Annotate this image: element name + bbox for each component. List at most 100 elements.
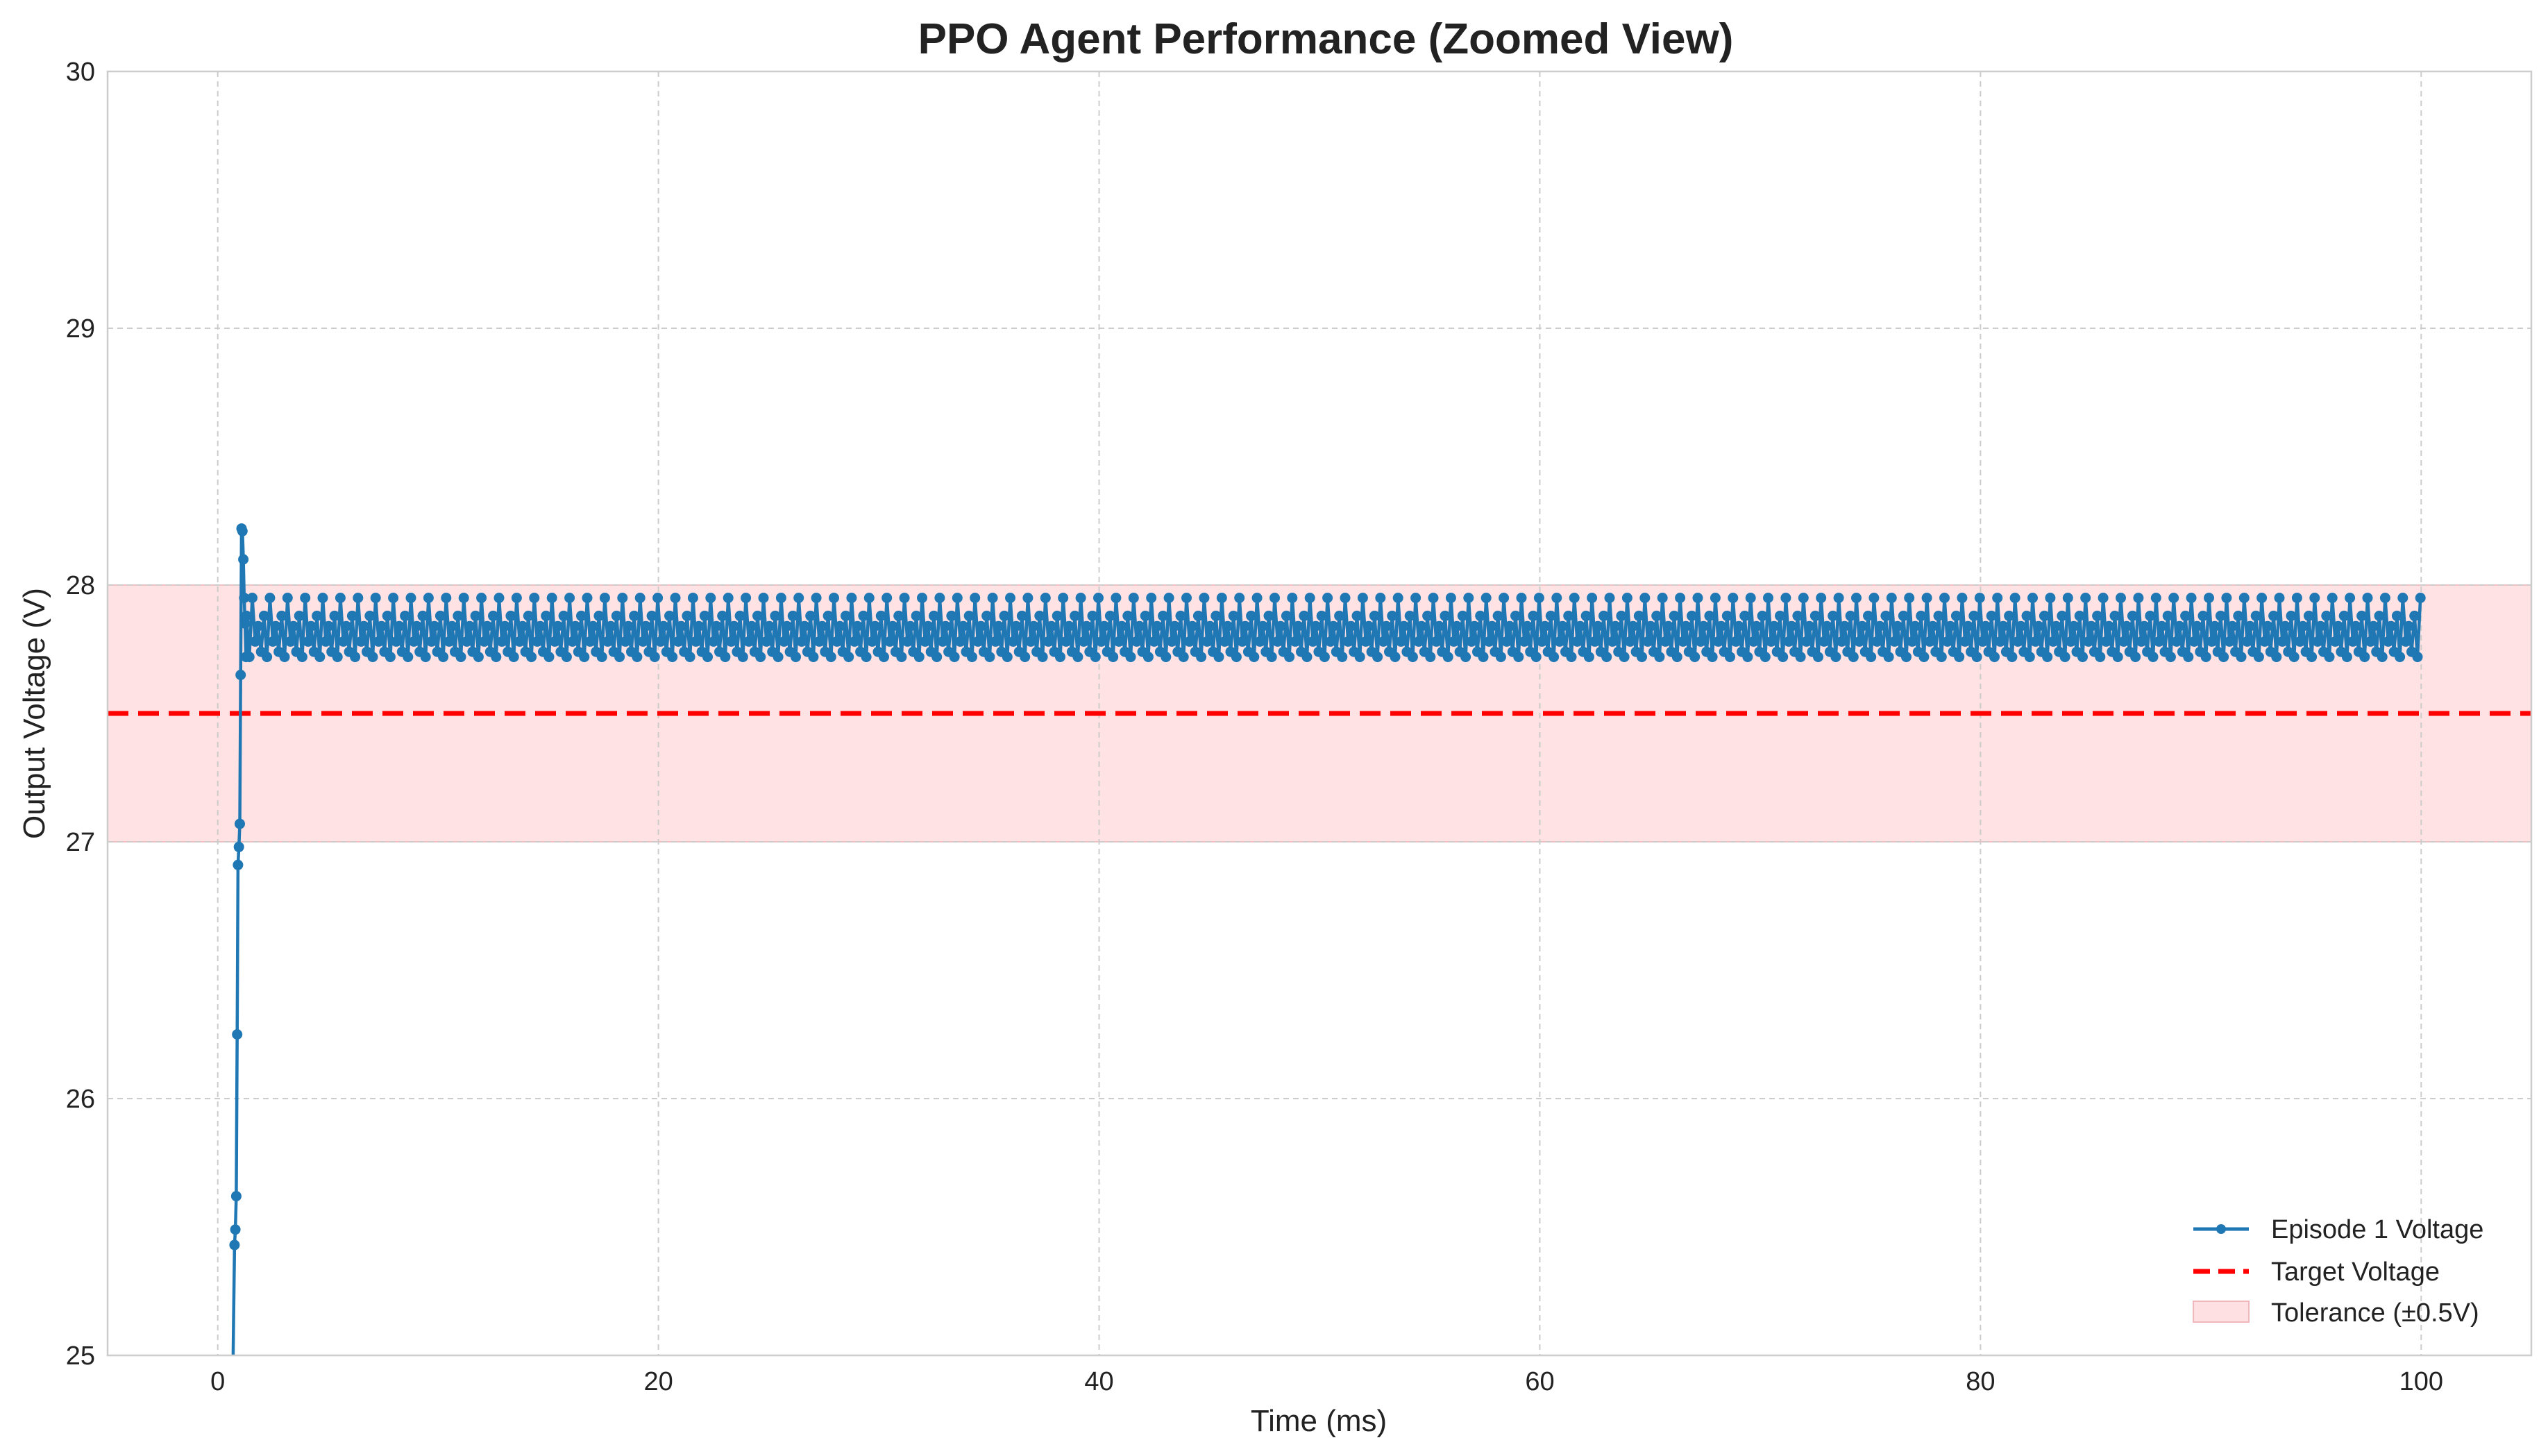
voltage-point [2356, 610, 2368, 621]
voltage-point [1549, 652, 1560, 663]
y-tick-label: 26 [66, 1085, 95, 1114]
voltage-point [1070, 610, 1081, 621]
voltage-point [2171, 636, 2182, 647]
voltage-point [725, 636, 736, 647]
voltage-point [734, 610, 745, 621]
voltage-point [262, 652, 273, 663]
voltage-point [843, 652, 854, 663]
voltage-point [687, 593, 698, 603]
voltage-point [2330, 636, 2340, 647]
voltage-point [1037, 652, 1048, 663]
voltage-point [2374, 610, 2385, 621]
voltage-point [2324, 652, 2335, 663]
voltage-point [1704, 610, 1715, 621]
voltage-point [884, 636, 895, 647]
voltage-point [564, 593, 575, 603]
voltage-point [2312, 636, 2323, 647]
voltage-point [970, 593, 981, 603]
voltage-point [1513, 652, 1524, 663]
voltage-point [341, 620, 352, 632]
voltage-point [1554, 636, 1565, 647]
voltage-point [1246, 610, 1257, 621]
voltage-point [1310, 620, 1322, 632]
voltage-point [955, 636, 965, 647]
voltage-point [2136, 636, 2147, 647]
voltage-point [1628, 620, 1639, 632]
x-tick-label: 100 [2399, 1367, 2443, 1396]
voltage-point [1404, 610, 1415, 621]
voltage-point [2148, 652, 2159, 663]
voltage-point [1918, 652, 1930, 663]
voltage-point [296, 652, 307, 663]
voltage-point [2204, 593, 2214, 603]
voltage-point [1175, 610, 1186, 621]
voltage-point [237, 525, 248, 536]
voltage-point [946, 610, 957, 621]
voltage-point [1442, 652, 1453, 663]
voltage-point [2004, 610, 2015, 621]
voltage-point [1178, 652, 1189, 663]
voltage-point [1851, 593, 1862, 603]
voltage-point [1633, 610, 1644, 621]
voltage-point [2253, 652, 2264, 663]
voltage-point [1325, 636, 1336, 647]
x-tick-label: 40 [1084, 1367, 1113, 1396]
voltage-point [2200, 652, 2211, 663]
voltage-point [1575, 620, 1586, 632]
voltage-point [1392, 593, 1403, 603]
voltage-point [1181, 593, 1192, 603]
voltage-point [2400, 636, 2411, 647]
voltage-point [1058, 593, 1069, 603]
voltage-point [1980, 620, 1991, 632]
voltage-point [913, 652, 925, 663]
voltage-point [488, 610, 498, 621]
voltage-point [233, 859, 244, 870]
voltage-point [2092, 610, 2103, 621]
voltage-point [1863, 610, 1873, 621]
voltage-point [1099, 620, 1110, 632]
voltage-point [1022, 593, 1033, 603]
voltage-point [1977, 636, 1988, 647]
voltage-point [2259, 636, 2270, 647]
voltage-point [1234, 593, 1245, 603]
voltage-point [1351, 610, 1362, 621]
voltage-point [1528, 610, 1539, 621]
voltage-point [412, 620, 422, 632]
voltage-point [1192, 610, 1204, 621]
voltage-point [1122, 610, 1133, 621]
voltage-point [1892, 620, 1903, 632]
voltage-point [931, 652, 943, 663]
voltage-point [2271, 652, 2282, 663]
voltage-point [579, 652, 590, 663]
voltage-point [632, 652, 643, 663]
voltage-point [2256, 593, 2268, 603]
voltage-point [350, 652, 361, 663]
voltage-point [1769, 620, 1780, 632]
voltage-point [1290, 636, 1301, 647]
voltage-point [576, 610, 587, 621]
voltage-point [1933, 610, 1944, 621]
voltage-point [1804, 620, 1815, 632]
voltage-point [763, 620, 775, 632]
voltage-point [917, 593, 927, 603]
voltage-point [1657, 593, 1668, 603]
voltage-point [2109, 610, 2120, 621]
voltage-point [1228, 610, 1239, 621]
voltage-point [755, 652, 766, 663]
voltage-point [2315, 620, 2326, 632]
voltage-point [799, 620, 810, 632]
voltage-point [2030, 636, 2041, 647]
voltage-point [863, 593, 875, 603]
legend: Episode 1 Voltage Target Voltage Toleran… [2193, 1215, 2483, 1328]
voltage-point [2412, 652, 2423, 663]
voltage-point [1598, 610, 1609, 621]
voltage-point [682, 610, 693, 621]
voltage-point [1571, 636, 1583, 647]
y-tick-label: 28 [66, 571, 95, 600]
voltage-point [2174, 620, 2185, 632]
voltage-point [1721, 610, 1732, 621]
voltage-point [2118, 636, 2129, 647]
voltage-point [1134, 620, 1145, 632]
voltage-point [2321, 610, 2332, 621]
voltage-point [652, 593, 664, 603]
